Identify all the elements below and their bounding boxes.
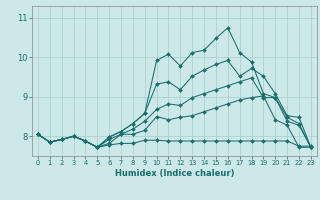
X-axis label: Humidex (Indice chaleur): Humidex (Indice chaleur): [115, 169, 234, 178]
